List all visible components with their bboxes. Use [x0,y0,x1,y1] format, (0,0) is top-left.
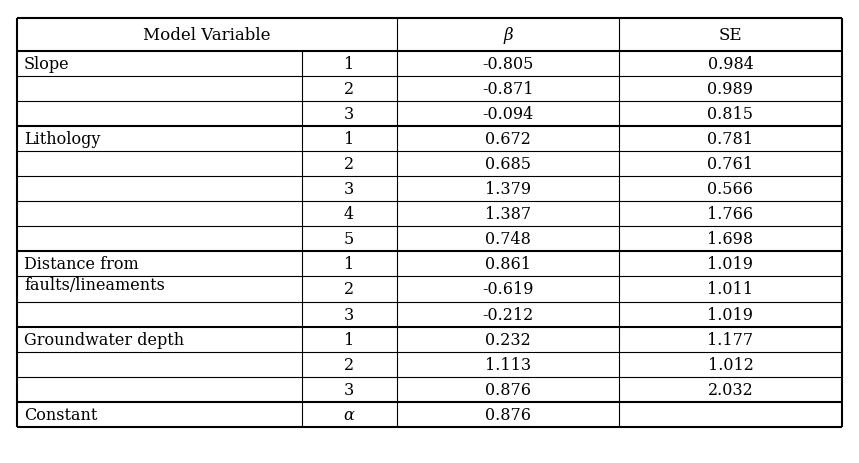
Text: -0.619: -0.619 [482,281,533,298]
Text: -0.094: -0.094 [482,106,533,123]
Text: α: α [344,406,355,423]
Text: 0.861: 0.861 [484,256,531,273]
Text: 1.019: 1.019 [708,306,753,323]
Text: 0.876: 0.876 [484,381,531,398]
Text: 1.011: 1.011 [708,281,753,298]
Text: 0.566: 0.566 [708,181,753,198]
Text: -0.805: -0.805 [482,56,533,73]
Text: Model Variable: Model Variable [143,27,271,44]
Text: 2: 2 [344,81,354,98]
Text: β: β [503,27,513,44]
Text: 1.113: 1.113 [484,356,531,373]
Text: Constant: Constant [24,406,97,423]
Text: 3: 3 [344,381,354,398]
Text: 1.379: 1.379 [484,181,531,198]
Text: 1.387: 1.387 [484,206,531,223]
Text: 2: 2 [344,356,354,373]
Text: 1.177: 1.177 [708,331,753,348]
Text: 1: 1 [344,256,354,273]
Text: 5: 5 [344,231,354,248]
Text: -0.871: -0.871 [482,81,533,98]
Text: 0.232: 0.232 [485,331,531,348]
Text: 2.032: 2.032 [708,381,753,398]
Text: 1: 1 [344,131,354,148]
Text: 1.698: 1.698 [708,231,753,248]
Text: SE: SE [719,27,742,44]
Text: 1: 1 [344,331,354,348]
Text: 0.876: 0.876 [484,406,531,423]
Text: Lithology: Lithology [24,131,101,148]
Text: 0.781: 0.781 [708,131,753,148]
Text: 1.766: 1.766 [708,206,753,223]
Text: 0.748: 0.748 [484,231,531,248]
Text: 0.984: 0.984 [708,56,753,73]
Text: 3: 3 [344,181,354,198]
Text: 2: 2 [344,156,354,173]
Text: 0.672: 0.672 [484,131,531,148]
Text: 2: 2 [344,281,354,298]
Text: Slope: Slope [24,56,70,73]
Text: 0.761: 0.761 [708,156,753,173]
Text: 0.685: 0.685 [484,156,531,173]
Text: 4: 4 [344,206,354,223]
Text: 0.989: 0.989 [708,81,753,98]
Text: 3: 3 [344,306,354,323]
Text: 1: 1 [344,56,354,73]
Text: Groundwater depth: Groundwater depth [24,331,184,348]
Text: 1.019: 1.019 [708,256,753,273]
Text: -0.212: -0.212 [482,306,533,323]
Text: Distance from
faults/lineaments: Distance from faults/lineaments [24,256,165,293]
Text: 3: 3 [344,106,354,123]
Text: 1.012: 1.012 [708,356,753,373]
Text: 0.815: 0.815 [708,106,753,123]
